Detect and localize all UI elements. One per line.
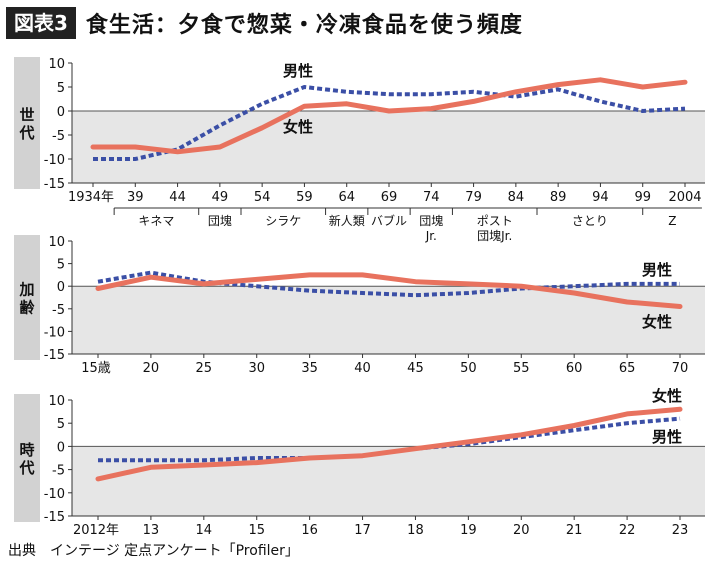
- x-tick-label: 99: [634, 190, 651, 205]
- x-tick-label: 60: [566, 361, 583, 376]
- x-tick-label: 19: [460, 523, 477, 538]
- x-tick-label: 20: [513, 523, 530, 538]
- panel-label-char: 代: [18, 124, 34, 142]
- y-tick-label: 5: [57, 81, 65, 96]
- y-tick-label: 10: [48, 235, 65, 250]
- panel-label-char: 加: [18, 281, 34, 299]
- y-tick-label: 10: [48, 57, 65, 72]
- figure-badge: 図表3: [6, 7, 76, 39]
- panel-label-box: [14, 57, 40, 189]
- x-tick-label: 18: [407, 523, 424, 538]
- y-tick-label: -15: [44, 510, 65, 525]
- x-tick-label: 30: [248, 361, 265, 376]
- x-tick-label: 84: [508, 190, 525, 205]
- female-series-label: 女性: [642, 313, 672, 331]
- generation-label: ポスト: [477, 214, 513, 228]
- x-tick-label: 21: [566, 523, 583, 538]
- panel-label-char: 代: [18, 459, 34, 477]
- female-series-line: [95, 272, 683, 309]
- x-tick-label: 44: [169, 190, 186, 205]
- male-series-label: 男性: [283, 62, 313, 80]
- y-tick-label: 10: [48, 394, 65, 409]
- chart-title: 食生活：夕食で惣菜・冷凍食品を使う頻度: [85, 13, 523, 38]
- x-tick-label: 65: [619, 361, 636, 376]
- x-tick-label: 13: [143, 523, 160, 538]
- x-tick-label: 20: [143, 361, 160, 376]
- y-tick-label: 0: [57, 105, 65, 120]
- panel-label-box: [14, 235, 40, 360]
- generation-label: シラケ: [265, 214, 301, 228]
- generation-label: 団塊Jr.: [477, 228, 512, 243]
- female-series-line: [95, 406, 683, 482]
- generation-label: Jr.: [425, 229, 437, 243]
- y-tick-label: -10: [44, 325, 65, 340]
- x-tick-label: 45: [407, 361, 424, 376]
- female-series-line: [90, 77, 688, 155]
- negative-region: [72, 446, 705, 516]
- y-tick-label: -5: [52, 129, 65, 144]
- generation-label: Z: [668, 214, 676, 228]
- male-series-line: [97, 270, 680, 298]
- x-tick-label: 15: [248, 523, 265, 538]
- y-tick-label: 0: [57, 280, 65, 295]
- y-tick-label: -15: [44, 177, 65, 192]
- x-tick-label: 14: [196, 523, 213, 538]
- x-tick-label: 64: [338, 190, 355, 205]
- y-tick-label: -5: [52, 303, 65, 318]
- x-tick-label: 89: [550, 190, 567, 205]
- x-tick-label: 39: [127, 190, 144, 205]
- male-series-label: 男性: [642, 261, 672, 279]
- chart-header: 図表3 食生活：夕食で惣菜・冷凍食品を使う頻度: [6, 6, 523, 40]
- x-tick-label: 55: [513, 361, 530, 376]
- x-tick-label: 2012年: [73, 523, 119, 538]
- male-series-label: 男性: [652, 428, 682, 446]
- source-note: 出典 インテージ 定点アンケート「Profiler」: [8, 543, 299, 559]
- panel-label-char: 齢: [19, 299, 35, 317]
- x-tick-label: 35: [301, 361, 318, 376]
- x-tick-label: 54: [254, 190, 271, 205]
- y-tick-label: -15: [44, 348, 65, 363]
- x-tick-label: 16: [301, 523, 318, 538]
- y-tick-label: -10: [44, 153, 65, 168]
- y-tick-label: -10: [44, 487, 65, 502]
- x-tick-label: 23: [672, 523, 689, 538]
- x-tick-label: 69: [381, 190, 398, 205]
- x-tick-label: 70: [672, 361, 689, 376]
- generation-label: 団塊: [208, 213, 232, 228]
- generation-label: 団塊: [419, 213, 443, 228]
- y-tick-label: -5: [52, 464, 65, 479]
- x-tick-label: 40: [354, 361, 371, 376]
- x-tick-label: 2004: [668, 190, 701, 205]
- x-tick-label: 59: [296, 190, 313, 205]
- negative-region: [72, 111, 705, 183]
- generation-label: さとり: [572, 214, 608, 228]
- x-tick-label: 1934年: [68, 190, 114, 205]
- generation-label: キネマ: [138, 214, 174, 228]
- female-series-label: 女性: [283, 118, 313, 136]
- y-tick-label: 5: [57, 417, 65, 432]
- y-tick-label: 5: [57, 258, 65, 273]
- panel-label-box: [14, 394, 40, 522]
- female-series-label: 女性: [652, 387, 682, 405]
- x-tick-label: 74: [423, 190, 440, 205]
- x-tick-label: 22: [619, 523, 636, 538]
- male-series-line: [93, 85, 686, 161]
- x-tick-label: 17: [354, 523, 371, 538]
- x-tick-label: 15歳: [81, 361, 111, 376]
- y-tick-label: 0: [57, 440, 65, 455]
- x-tick-label: 79: [465, 190, 482, 205]
- panel-label-char: 世: [19, 106, 34, 124]
- panel-label-char: 時: [19, 441, 34, 459]
- x-tick-label: 25: [196, 361, 213, 376]
- generation-label: 新人類: [329, 213, 365, 228]
- x-tick-label: 49: [212, 190, 229, 205]
- negative-region: [72, 286, 705, 354]
- generation-label: バブル: [371, 213, 407, 228]
- x-tick-label: 50: [460, 361, 477, 376]
- x-tick-label: 94: [592, 190, 609, 205]
